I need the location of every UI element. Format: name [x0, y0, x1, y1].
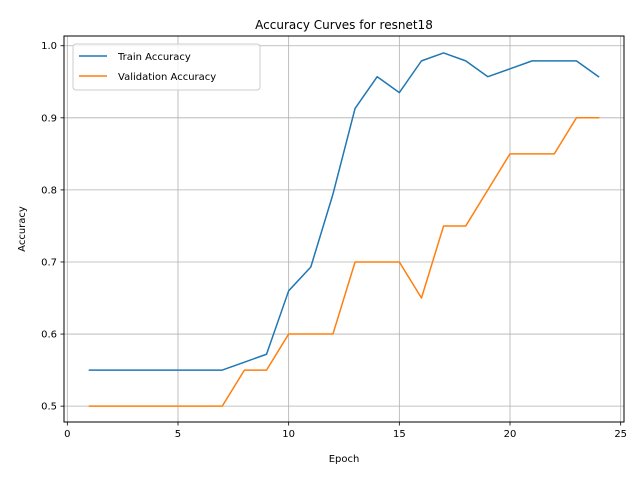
- validation-accuracy-series: [88, 117, 600, 407]
- x-axis-title: Epoch: [329, 454, 360, 465]
- y-tick-label: 0.6: [41, 330, 57, 341]
- chart-title: Accuracy Curves for resnet18: [255, 18, 433, 32]
- validation-accuracy-line: [88, 117, 600, 407]
- y-axis: 0.5 0.6 0.7 0.8 0.9 1.0: [41, 41, 64, 413]
- y-tick-label: 0.9: [41, 113, 57, 124]
- x-tick-label: 20: [504, 429, 517, 440]
- y-axis-title: Accuracy: [17, 206, 28, 252]
- train-accuracy-series: [88, 52, 600, 371]
- x-tick-label: 25: [614, 429, 627, 440]
- y-tick-label: 0.8: [41, 185, 57, 196]
- x-tick-label: 0: [64, 429, 70, 440]
- legend: Train Accuracy Validation Accuracy: [72, 43, 261, 91]
- x-axis: 0 5 10 15 20 25: [64, 422, 627, 440]
- legend-label-validation-accuracy: Validation Accuracy: [118, 72, 216, 83]
- y-tick-label: 0.5: [41, 402, 57, 413]
- grid: [64, 36, 624, 422]
- plot-frame: [63, 35, 625, 423]
- train-accuracy-line: [88, 52, 600, 371]
- legend-label-train-accuracy: Train Accuracy: [117, 52, 191, 63]
- legend-box: [72, 43, 261, 91]
- x-tick-label: 5: [175, 429, 181, 440]
- series-layer: [88, 52, 600, 407]
- x-tick-label: 15: [393, 429, 406, 440]
- x-tick-label: 10: [282, 429, 295, 440]
- y-tick-label: 0.7: [41, 257, 57, 268]
- y-tick-label: 1.0: [41, 41, 57, 52]
